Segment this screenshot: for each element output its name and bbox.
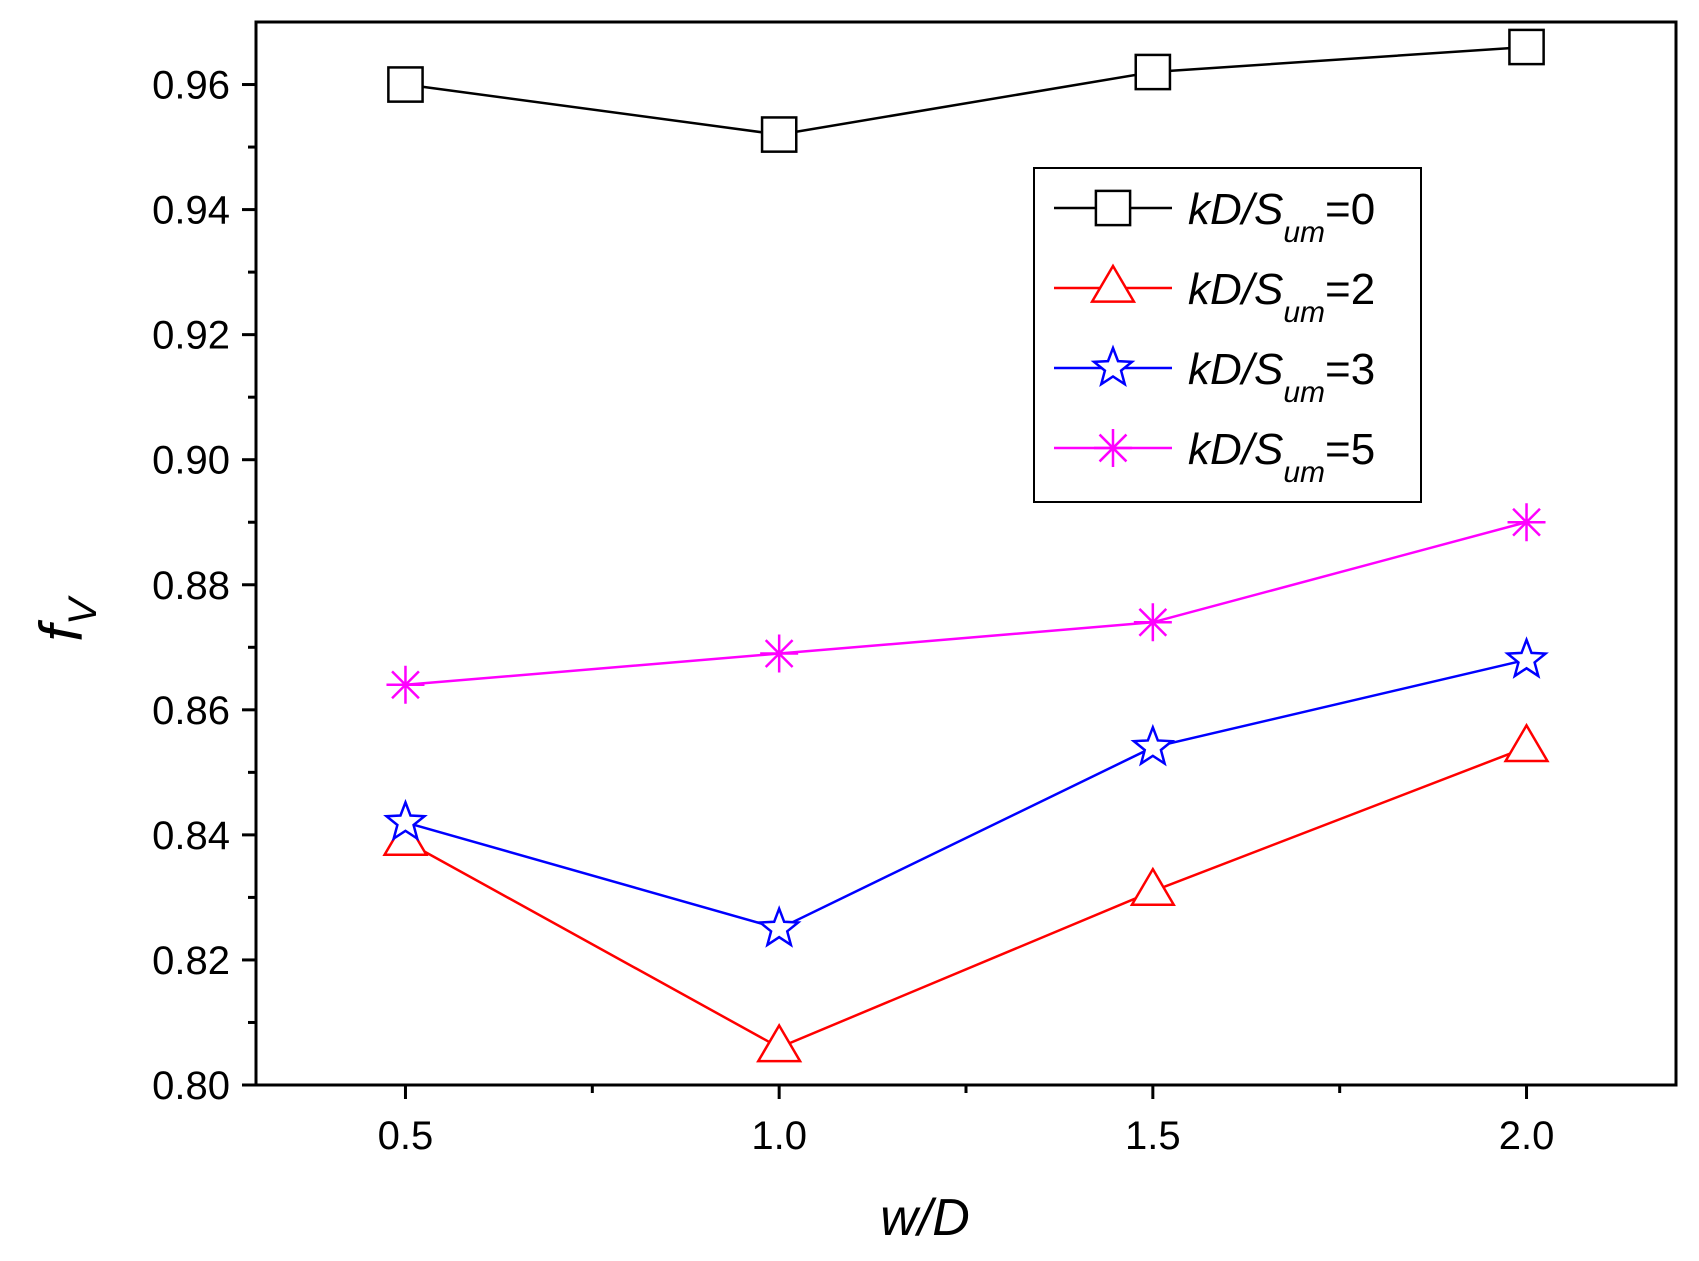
y-axis-title-sub: V xyxy=(61,595,105,625)
data-point xyxy=(1507,503,1546,542)
legend-label: kD/Sum=2 xyxy=(1188,265,1375,329)
series-line xyxy=(405,45,1527,136)
axes: 0.80 0.82 0.84 0.86 0.88 0.90 0.92 0.94 0.96 0.5 1… xyxy=(152,20,1678,1158)
data-point xyxy=(756,905,802,948)
series-kD/S_um=3 xyxy=(383,636,1549,948)
legend: kD/Sum=0 kD/Sum=2 kD/Sum=3 kD/Sum=5 xyxy=(1033,167,1422,503)
y-tick-label: 0.86 xyxy=(152,689,230,733)
data-point xyxy=(1508,28,1545,66)
y-tick-label: 0.80 xyxy=(152,1064,230,1108)
x-tick-label: 1.0 xyxy=(751,1114,807,1158)
data-point xyxy=(383,798,428,842)
legend-marker xyxy=(1094,189,1132,227)
y-axis-title: fV xyxy=(28,595,105,642)
data-point xyxy=(1503,722,1550,763)
x-axis-title: w/D xyxy=(880,1189,970,1247)
legend-label: kD/Sum=5 xyxy=(1188,425,1375,489)
legend-item: kD/Sum=5 xyxy=(1054,425,1375,489)
legend-item: kD/Sum=0 xyxy=(1054,185,1375,249)
y-tick-label: 0.82 xyxy=(152,939,230,983)
series-line xyxy=(404,746,1527,1049)
data-point xyxy=(760,634,799,673)
y-tick-label: 0.96 xyxy=(152,64,230,108)
data-point xyxy=(1504,636,1549,679)
y-tick-label: 0.88 xyxy=(152,564,230,608)
legend-item: kD/Sum=2 xyxy=(1054,263,1375,329)
data-point xyxy=(1133,603,1172,642)
data-point xyxy=(1134,53,1172,91)
data-point xyxy=(756,1023,803,1063)
x-tick-label: 0.5 xyxy=(378,1114,434,1158)
series-kD/S_um=0 xyxy=(387,28,1545,153)
data-point xyxy=(1130,723,1176,767)
series-kD/S_um=5 xyxy=(386,503,1546,704)
y-tick-label: 0.90 xyxy=(152,439,230,483)
y-tick-label: 0.94 xyxy=(152,189,230,233)
data-point xyxy=(1129,866,1176,907)
series-line xyxy=(405,520,1527,687)
y-axis-title-main: f xyxy=(28,620,95,642)
svg-text:fV: fV xyxy=(28,595,105,642)
data-point xyxy=(386,665,425,704)
series-line xyxy=(405,658,1527,931)
legend-marker xyxy=(1090,344,1136,388)
x-tick-label: 1.5 xyxy=(1125,1114,1181,1158)
legend-item: kD/Sum=3 xyxy=(1054,344,1375,409)
data-point xyxy=(760,116,798,153)
data-point xyxy=(387,66,424,103)
y-tick-label: 0.84 xyxy=(152,814,230,858)
y-tick-label: 0.92 xyxy=(152,314,230,358)
series-layer xyxy=(382,28,1550,1063)
legend-marker xyxy=(1089,263,1137,303)
legend-marker xyxy=(1094,429,1132,467)
legend-label: kD/Sum=3 xyxy=(1188,345,1375,409)
plot-frame xyxy=(254,20,1678,1087)
series-kD/S_um=2 xyxy=(382,722,1550,1063)
legend-label: kD/Sum=0 xyxy=(1188,185,1375,249)
x-tick-label: 2.0 xyxy=(1499,1114,1555,1158)
